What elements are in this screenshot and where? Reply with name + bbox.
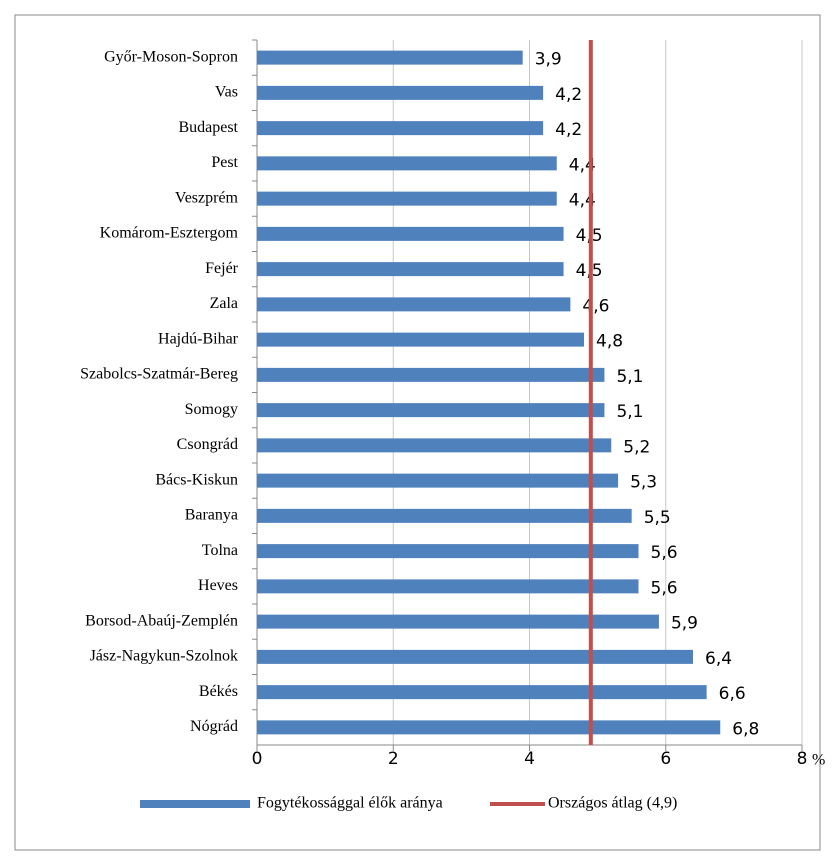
data-label: 5,3 [630, 473, 657, 493]
bar [257, 544, 639, 559]
y-tick-label: Nógrád [190, 718, 238, 735]
bar [257, 191, 557, 206]
y-tick-label: Hajdú-Bihar [158, 330, 239, 347]
y-tick-label: Bács-Kiskun [155, 471, 238, 488]
y-tick-label: Szabolcs-Szatmár-Bereg [80, 366, 238, 383]
bar [257, 403, 605, 418]
data-label: 5,9 [671, 614, 698, 634]
x-tick-label: 4 [524, 749, 535, 769]
bar [257, 438, 612, 453]
x-tick-label: 0 [252, 749, 263, 769]
bar [257, 332, 584, 347]
y-tick-label: Vas [215, 84, 238, 101]
legend-label: Fogytékossággal élők aránya [257, 795, 443, 812]
bar [257, 579, 639, 594]
bar [257, 156, 557, 171]
bar [257, 297, 571, 312]
x-unit: % [812, 752, 825, 769]
bar [257, 508, 632, 523]
bar [257, 649, 693, 664]
y-tick-label: Tolna [202, 542, 238, 559]
data-label: 5,2 [623, 437, 650, 457]
data-label: 5,1 [616, 402, 643, 422]
y-tick-label: Békés [199, 683, 238, 700]
y-tick-label: Heves [198, 577, 238, 594]
y-tick-label: Jász-Nagykun-Szolnok [90, 648, 238, 665]
legend-label: Országos átlag (4,9) [548, 795, 677, 812]
data-label: 6,8 [732, 719, 759, 739]
legend-swatch [140, 800, 250, 808]
bar [257, 262, 564, 277]
data-label: 4,6 [582, 296, 609, 316]
y-tick-label: Baranya [185, 507, 238, 524]
bar [257, 226, 564, 241]
data-label: 4,8 [596, 332, 623, 352]
y-tick-label: Budapest [178, 119, 238, 136]
y-tick-label: Borsod-Abaúj-Zemplén [85, 612, 238, 629]
data-label: 6,4 [705, 649, 732, 669]
y-tick-label: Győr-Moson-Sopron [104, 48, 238, 65]
bar [257, 367, 605, 382]
data-label: 4,2 [555, 120, 582, 140]
bar [257, 614, 659, 629]
bar [257, 685, 707, 700]
y-tick-label: Somogy [185, 401, 238, 418]
data-label: 5,5 [644, 508, 671, 528]
data-label: 4,2 [555, 85, 582, 105]
bar [257, 121, 544, 136]
x-tick-label: 8 [797, 749, 808, 769]
y-tick-label: Komárom-Esztergom [100, 225, 239, 242]
y-tick-label: Zala [210, 295, 238, 312]
bar [257, 50, 523, 65]
x-tick-label: 2 [388, 749, 399, 769]
y-tick-label: Csongrád [177, 436, 238, 453]
data-label: 3,9 [535, 50, 562, 70]
chart-border [14, 14, 821, 851]
data-label: 5,1 [616, 367, 643, 387]
bar [257, 85, 544, 100]
data-label: 6,6 [719, 684, 746, 704]
bar [257, 720, 721, 735]
y-tick-label: Fejér [205, 260, 239, 277]
data-label: 5,6 [651, 578, 678, 598]
data-label: 5,6 [651, 543, 678, 563]
y-tick-label: Veszprém [175, 189, 239, 206]
x-tick-label: 6 [660, 749, 671, 769]
bar [257, 473, 619, 488]
y-tick-label: Pest [211, 154, 238, 171]
